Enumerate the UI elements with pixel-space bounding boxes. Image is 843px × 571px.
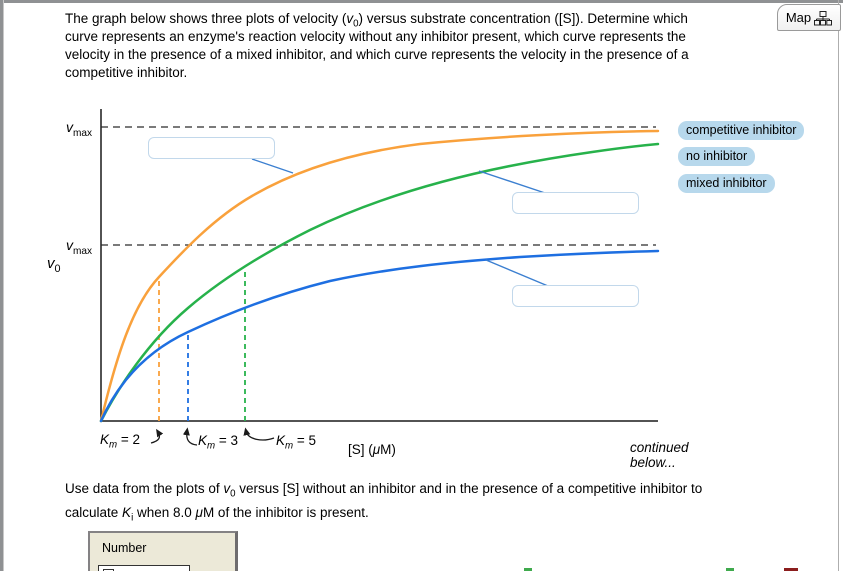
vmax-subscript: max [73,245,93,257]
question2-text: when 8.0 [133,505,196,520]
question2-text: M of the inhibitor is present. [202,505,369,520]
question2-text: versus [S] without an inhibitor and in t… [235,481,703,496]
km3-arrow [182,427,198,446]
number-input[interactable] [98,565,190,571]
x-axis-text: [S] ( [348,442,373,457]
map-button-label: Map [785,10,812,25]
orange-curve [99,129,660,423]
x-axis-title: [S] (μM) [348,442,396,457]
km-value: = 5 [293,433,317,448]
km5-arrow [243,427,275,441]
chip-no-inhibitor[interactable]: no inhibitor [678,147,756,166]
dropbox-blue-curve[interactable] [512,285,639,307]
km-symbol: K [276,433,286,448]
blue-curve [99,249,660,423]
v0-symbol: v [223,481,231,496]
leader-line-orange [251,158,294,174]
chip-mixed-inhibitor[interactable]: mixed inhibitor [678,174,775,193]
question2-line-2: calculate Ki when 8.0 μM of the inhibito… [65,504,369,528]
v0-symbol: v [47,255,55,272]
v0-subscript: 0 [353,18,359,30]
cutoff-green-sliver-1 [524,568,532,571]
green-curve [99,142,660,423]
leader-line-green [478,170,546,194]
x-axis-text: M) [380,442,396,457]
cutoff-green-sliver-2 [726,568,734,571]
v0-subscript: 0 [54,263,61,275]
dropbox-orange-curve[interactable] [148,137,275,159]
vmax-high-label: vmax [66,119,92,139]
intro-line-2: curve represents an enzyme's reaction ve… [65,29,686,44]
question2-line-1: Use data from the plots of v0 versus [S]… [65,480,702,504]
intro-line-1: The graph below shows three plots of vel… [65,10,688,34]
window-top-border [0,0,843,3]
vmax-low-label: vmax [66,237,92,257]
cutoff-red-sliver [784,568,798,571]
map-button[interactable]: Map [777,4,841,31]
km-subscript: m [207,440,216,452]
continued-line1: continued [630,440,689,455]
dropbox-green-curve[interactable] [512,192,639,214]
mu-symbol: μ [195,505,203,520]
continued-note: continued below... [630,440,689,470]
window-right-border [838,0,839,571]
km-subscript: m [285,440,294,452]
ki-symbol: K [122,505,132,520]
question2-text: calculate [65,505,123,520]
intro-line-3: velocity in the presence of a mixed inhi… [65,47,689,62]
chip-competitive-inhibitor[interactable]: competitive inhibitor [678,121,805,140]
km5-label: Km = 5 [276,433,316,452]
km-value: = 3 [215,433,239,448]
km2-arrow [150,428,164,444]
km3-label: Km = 3 [198,433,238,452]
intro-line-4: competitive inhibitor. [65,65,188,80]
km-value: = 2 [117,432,141,447]
v0-subscript: 0 [230,488,236,500]
v0-symbol: v [346,11,354,26]
question2-text: Use data from the plots of [65,481,224,496]
vmax-subscript: max [73,127,93,139]
ki-subscript: i [131,512,134,524]
window-left-border [0,0,4,571]
number-input-cursor-box[interactable] [103,569,114,571]
number-panel-label: Number [102,541,147,555]
y-axis-title: v0 [47,255,61,275]
vmax-symbol: v [66,237,73,253]
continued-line2: below... [630,455,676,470]
intro-text: The graph below shows three plots of vel… [65,11,347,26]
number-answer-panel: Number [88,531,238,571]
sitemap-icon [814,10,833,25]
km-symbol: K [198,433,208,448]
intro-text: ) versus substrate concentration ([S]). … [358,11,688,26]
leader-line-blue [485,259,549,287]
km-subscript: m [109,439,118,451]
vmax-symbol: v [66,119,73,135]
mu-symbol: μ [372,442,381,457]
km2-label: Km = 2 [100,432,140,451]
km-symbol: K [100,432,110,447]
